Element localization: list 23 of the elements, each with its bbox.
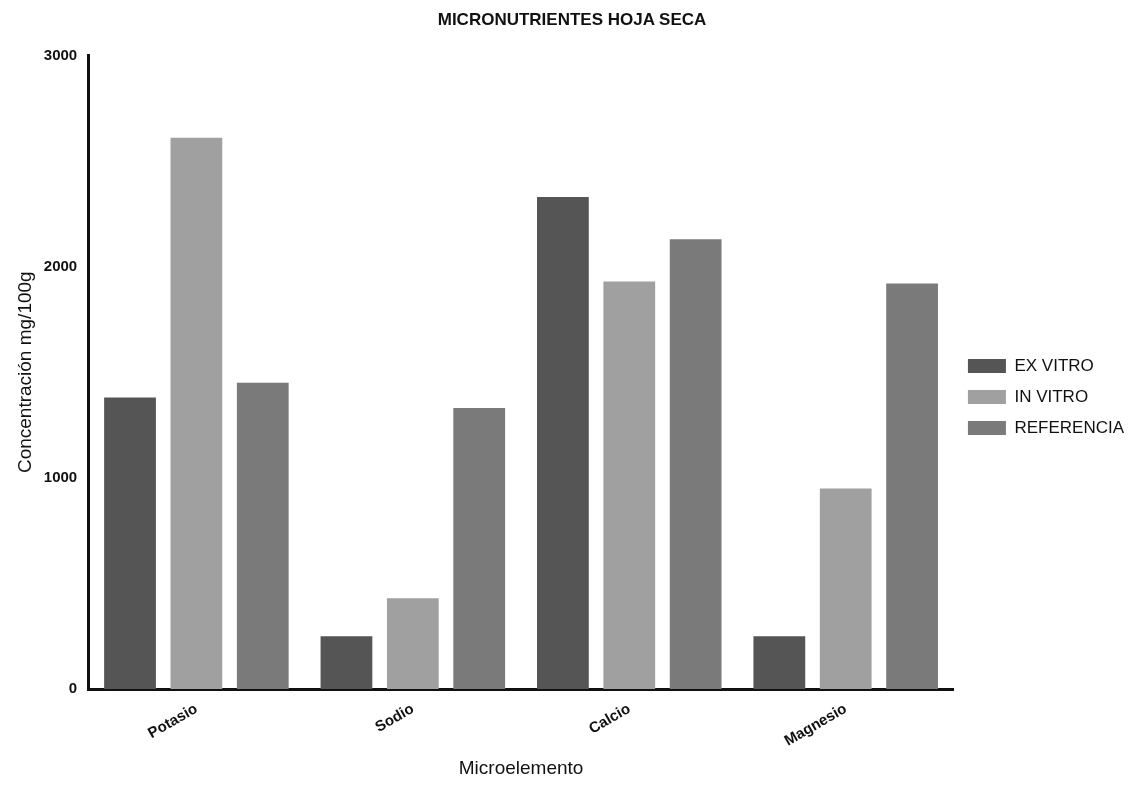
legend-label: EX VITRO — [1014, 355, 1094, 375]
legend-label: IN VITRO — [1014, 386, 1089, 406]
y-tick-label: 1000 — [43, 467, 78, 485]
legend-label: REFERENCIA — [1014, 417, 1125, 437]
y-tick-label: 2000 — [43, 256, 78, 274]
y-tick-label: 0 — [68, 679, 78, 697]
y-axis-title: Concentración mg/100g — [13, 271, 35, 474]
y-tick-label: 3000 — [43, 45, 78, 63]
bar — [669, 239, 722, 690]
bar — [819, 488, 872, 690]
chart-title: MICRONUTRIENTES HOJA SECA — [437, 9, 707, 29]
bar — [236, 382, 289, 690]
bar — [170, 137, 223, 690]
bar — [537, 196, 589, 690]
x-axis-title: Microelemento — [458, 756, 584, 778]
bar — [886, 283, 938, 690]
bar — [386, 598, 439, 690]
bar — [603, 281, 656, 690]
bar — [453, 408, 506, 690]
bar — [320, 636, 373, 690]
bar — [753, 636, 806, 690]
x-tick-label: Sodio — [371, 699, 417, 735]
bar — [104, 397, 156, 690]
